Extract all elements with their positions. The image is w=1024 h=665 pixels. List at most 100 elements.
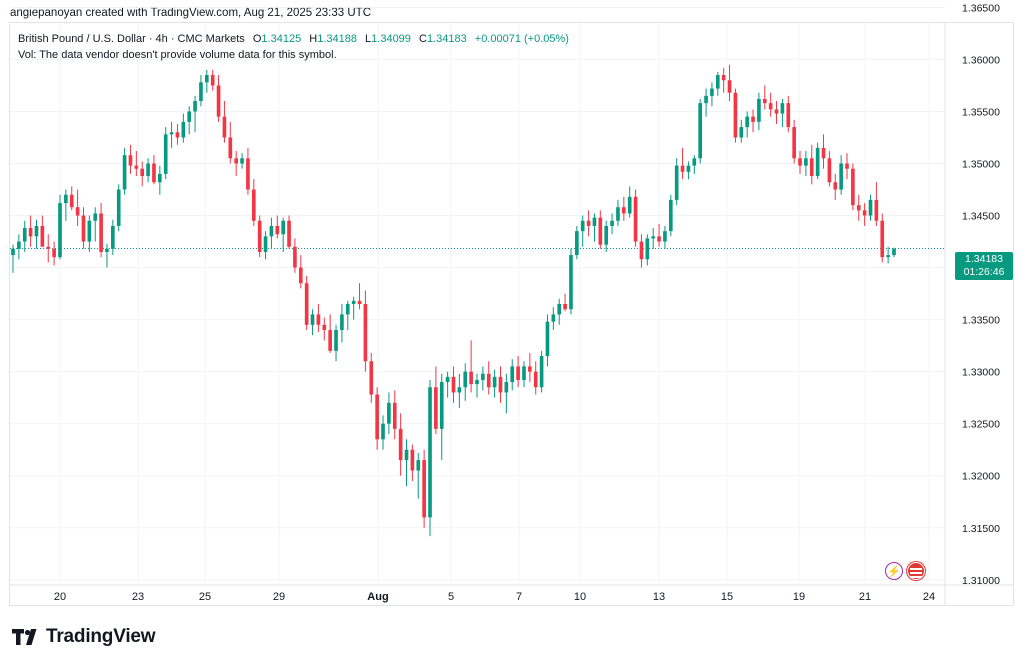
x-tick-label: 29	[273, 591, 285, 603]
candle-body	[845, 163, 849, 169]
candle-body	[193, 101, 197, 112]
x-tick-label: 23	[132, 591, 144, 603]
candle-body	[686, 165, 691, 172]
candle-body	[533, 371, 538, 388]
last-price-badge: 1.34183 01:26:46	[955, 252, 1013, 280]
high-value: 1.34188	[317, 33, 357, 45]
candle-body	[275, 225, 280, 235]
candle-body	[698, 103, 703, 159]
candle-body	[175, 132, 180, 138]
candle-body	[111, 225, 115, 249]
candle-body	[298, 267, 303, 284]
candle-body	[510, 366, 515, 383]
candle-body	[351, 300, 356, 304]
chart-frame[interactable]	[9, 22, 1014, 606]
candle-body	[146, 163, 150, 176]
candle-body	[152, 163, 156, 183]
high-label: H	[309, 33, 318, 45]
candle-body	[668, 199, 673, 232]
candle-body	[99, 213, 103, 252]
close-label: C	[418, 33, 427, 45]
candle-body	[251, 189, 256, 221]
candle-body	[680, 165, 685, 172]
candle-body	[469, 371, 473, 385]
candle-body	[868, 199, 873, 216]
candle-body	[522, 366, 526, 380]
candle-body	[140, 168, 145, 176]
candle-body	[610, 220, 614, 226]
x-tick-label: 20	[54, 591, 66, 603]
candle-body	[304, 283, 309, 325]
last-price-value: 1.34183	[965, 253, 1003, 265]
candle-body	[563, 304, 567, 310]
candle-body	[598, 217, 603, 245]
bar-countdown: 01:26:46	[963, 266, 1005, 278]
x-tick-label: 25	[199, 591, 211, 603]
lightning-icon[interactable]: ⚡	[885, 562, 903, 580]
candle-body	[622, 207, 626, 214]
candle-body	[428, 387, 432, 518]
candle-body	[381, 423, 385, 440]
candle-body	[422, 460, 426, 518]
candle-body	[651, 236, 656, 239]
y-tick-label: 1.33500	[962, 315, 1000, 327]
candle-body	[228, 137, 233, 159]
candle-body	[498, 376, 503, 393]
candle-body	[451, 376, 456, 393]
candle-body	[199, 82, 203, 102]
candle-body	[569, 255, 573, 310]
candle-body	[504, 382, 509, 393]
us-flag-icon[interactable]	[907, 562, 925, 580]
candle-body	[786, 103, 791, 128]
candle-body	[246, 158, 250, 190]
candle-body	[880, 220, 885, 258]
candle-body	[81, 215, 86, 242]
x-tick-label: 15	[721, 591, 733, 603]
x-tick-label: 13	[653, 591, 665, 603]
candle-body	[674, 165, 679, 200]
x-tick-label: 24	[923, 591, 935, 603]
candle-body	[375, 394, 379, 440]
candlestick-chart[interactable]: 1.31000 1.31500 1.32000 1.32500 1.33000 1.335…	[0, 0, 1024, 610]
candle-body	[293, 246, 297, 268]
candle-body	[58, 203, 62, 258]
candle-body	[222, 116, 227, 138]
low-label: L	[365, 33, 372, 45]
candle-body	[40, 225, 45, 247]
candle-body	[557, 304, 562, 315]
candle-body	[240, 158, 244, 164]
candle-body	[575, 231, 579, 256]
x-tick-label: Aug	[367, 591, 388, 603]
symbol-title[interactable]: British Pound / U.S. Dollar · 4h · CMC M…	[18, 33, 245, 45]
candle-body	[204, 75, 209, 83]
candle-body	[710, 88, 714, 96]
y-tick-label: 1.36500	[962, 2, 1000, 14]
candle-body	[539, 356, 544, 388]
candle-body	[181, 121, 186, 138]
candle-body	[639, 241, 644, 260]
candle-body	[269, 225, 274, 237]
candle-body	[105, 248, 109, 252]
candle-body	[616, 207, 620, 221]
candle-body	[774, 109, 779, 114]
tradingview-logo[interactable]: TradingView	[12, 626, 156, 648]
candle-body	[187, 111, 192, 122]
candle-body	[398, 428, 403, 461]
tradingview-logo-icon	[12, 629, 37, 645]
candle-body	[739, 127, 744, 138]
candle-body	[46, 246, 51, 249]
candle-body	[627, 196, 632, 214]
candle-body	[17, 241, 21, 249]
candle-body	[52, 248, 56, 258]
y-tick-label: 1.35500	[962, 106, 1000, 118]
candle-body	[727, 80, 732, 93]
tradingview-wordmark: TradingView	[46, 626, 156, 647]
x-tick-label: 5	[448, 591, 454, 603]
candle-body	[22, 228, 27, 242]
candle-body	[28, 228, 33, 237]
y-tick-label: 1.31000	[962, 575, 1000, 587]
candle-body	[234, 158, 239, 164]
candle-body	[586, 220, 591, 226]
candle-body	[733, 92, 738, 138]
candle-body	[404, 449, 409, 461]
